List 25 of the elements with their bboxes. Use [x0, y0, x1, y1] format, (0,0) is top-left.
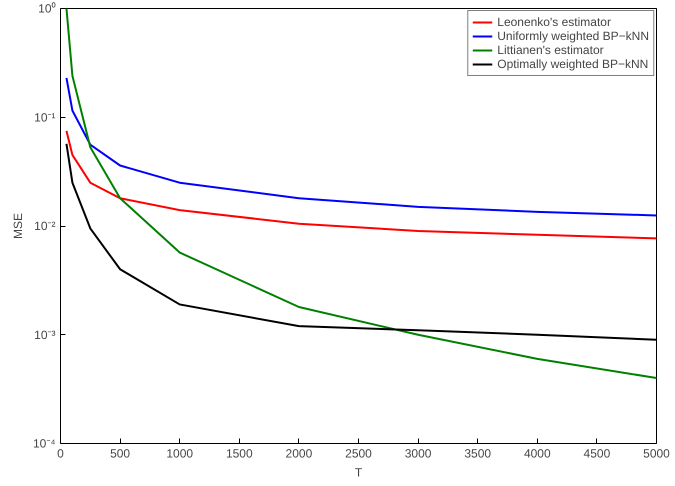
legend-label: Uniformly weighted BP−kNN: [497, 29, 649, 43]
y-tick-label: 10⁻³: [34, 328, 56, 342]
x-tick-label: 3500: [464, 446, 492, 460]
line-series: [65, 8, 656, 380]
legend-label: Optimally weighted BP−kNN: [497, 57, 648, 71]
x-tick-label: 500: [110, 446, 130, 460]
x-tick-label: 4000: [524, 446, 551, 460]
x-tick-label: 4500: [584, 446, 611, 460]
y-tick-label: 10⁻¹: [34, 110, 56, 124]
legend-label: Leonenko's estimator: [497, 15, 611, 29]
x-axis-title: T: [354, 466, 363, 480]
x-tick-label: 5000: [643, 446, 670, 460]
y-axis-title: MSE: [10, 212, 25, 239]
y-tick-label: 10⁻²: [34, 219, 56, 233]
line-series: [65, 130, 656, 240]
x-tick-label: 1500: [226, 446, 253, 460]
x-tick-label: 2500: [345, 446, 372, 460]
x-tick-label: 1000: [166, 446, 194, 460]
x-tick-label: 2000: [286, 446, 313, 460]
y-tick-label: 10⁻⁴: [32, 436, 56, 450]
x-tick-label: 0: [57, 446, 64, 460]
y-tick-label: 10⁰: [38, 2, 56, 16]
line-series: [65, 76, 656, 216]
legend-label: Littianen's estimator: [497, 43, 604, 57]
x-tick-label: 3000: [404, 446, 432, 460]
